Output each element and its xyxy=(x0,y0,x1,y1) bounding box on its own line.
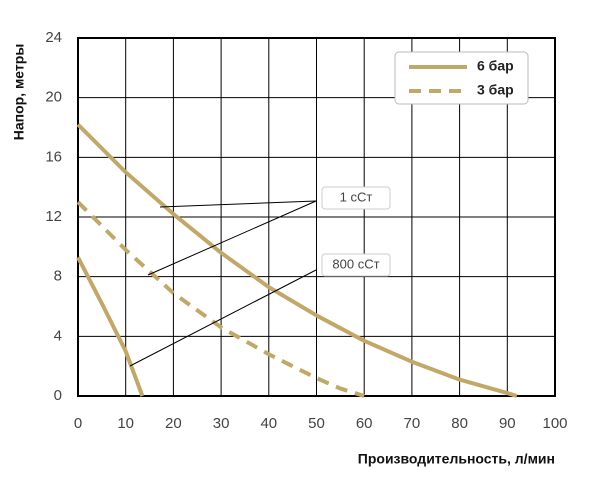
x-tick-label: 100 xyxy=(542,415,567,432)
pointer xyxy=(147,200,317,276)
annotation-box xyxy=(321,186,391,210)
y-tick-label: 20 xyxy=(45,89,62,106)
x-tick-label: 90 xyxy=(499,415,516,432)
series-line xyxy=(76,123,518,398)
annotation: 1 сСт xyxy=(340,189,373,204)
y-axis-label: Напор, метры xyxy=(11,44,27,141)
x-tick-label: 60 xyxy=(356,415,373,432)
annotation-box xyxy=(321,253,391,277)
series-line xyxy=(76,200,365,398)
legend-label: 3 бар xyxy=(477,82,514,98)
plot-frame xyxy=(77,37,556,397)
x-tick-label: 10 xyxy=(117,415,134,432)
y-tick-label: 0 xyxy=(54,387,62,404)
x-tick-label: 0 xyxy=(74,415,82,432)
y-tick-label: 8 xyxy=(54,268,62,285)
x-tick-label: 20 xyxy=(165,415,182,432)
y-tick-label: 24 xyxy=(45,29,62,46)
y-tick-label: 16 xyxy=(45,148,62,165)
y-tick-label: 4 xyxy=(54,327,62,344)
x-tick-label: 40 xyxy=(260,415,277,432)
pointer xyxy=(129,269,317,367)
x-tick-label: 50 xyxy=(308,415,325,432)
x-tick-label: 30 xyxy=(213,415,230,432)
x-tick-label: 70 xyxy=(404,415,421,432)
y-tick-label: 12 xyxy=(45,208,62,225)
x-axis-label: Производительность, л/мин xyxy=(358,451,555,467)
x-tick-label: 80 xyxy=(451,415,468,432)
legend-label: 6 бар xyxy=(477,58,514,74)
pointer xyxy=(159,200,317,208)
annotation: 800 сСт xyxy=(332,256,379,271)
